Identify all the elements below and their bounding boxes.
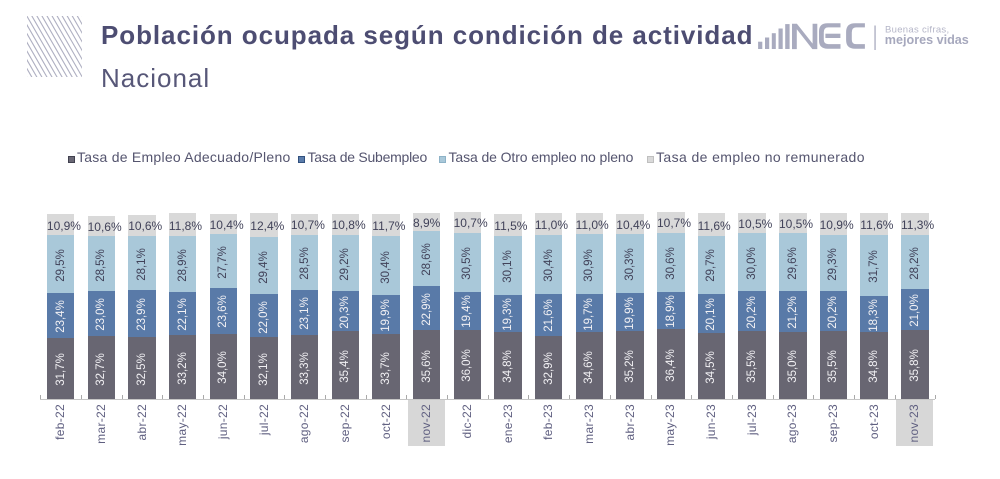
svg-text:mejores vidas: mejores vidas bbox=[885, 33, 969, 47]
svg-text:Buenas cifras,: Buenas cifras, bbox=[885, 25, 949, 36]
